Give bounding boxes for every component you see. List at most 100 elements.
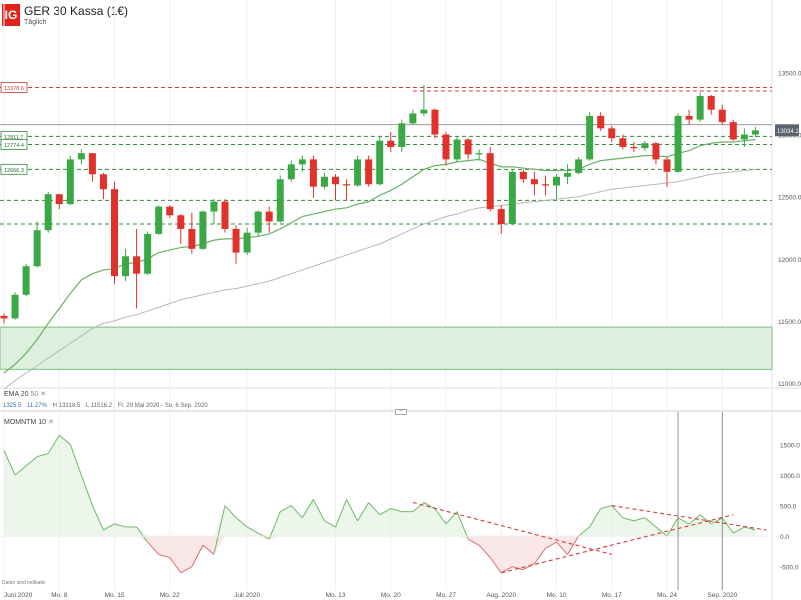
candle-body <box>630 146 638 149</box>
x-axis-label: Aug. 2020 <box>486 592 516 599</box>
candle-body <box>652 143 660 160</box>
momentum-line-segment <box>136 526 149 543</box>
close-momentum-icon[interactable]: ✕ <box>47 419 54 426</box>
candle-body <box>243 232 251 253</box>
momentum-line-segment <box>523 563 535 571</box>
momentum-line-segment <box>467 538 480 546</box>
momentum-line-segment <box>69 444 82 476</box>
candle-body <box>497 209 505 224</box>
x-axis-label: Sep. 2020 <box>707 592 737 599</box>
momentum-line-segment <box>412 502 425 513</box>
stat-low: L 11516.2 <box>85 403 113 409</box>
price-y-tick: 12500.0 <box>778 195 801 202</box>
momentum-line-segment <box>268 511 281 540</box>
momentum-line-segment <box>655 526 668 537</box>
momentum-line-segment <box>644 517 657 528</box>
momentum-line-segment <box>666 517 679 537</box>
momentum-line-segment <box>545 541 557 549</box>
momentum-line-segment <box>235 517 248 528</box>
candle-body <box>354 159 362 186</box>
candle-body <box>11 294 19 319</box>
momentum-period: 10 <box>38 419 47 426</box>
candle-body <box>188 228 196 249</box>
candle-body <box>133 256 141 274</box>
momentum-y-tick: 0.0 <box>780 534 789 541</box>
momentum-line-segment <box>191 545 204 567</box>
level-badge <box>0 139 28 150</box>
x-axis-label: Mo. 27 <box>436 592 456 599</box>
momentum-line-segment <box>169 557 182 574</box>
momentum-line-segment <box>324 520 336 528</box>
momentum-line-segment <box>47 435 60 454</box>
momentum-line-segment <box>346 499 359 522</box>
momentum-line-segment <box>103 523 115 531</box>
candle-body <box>343 184 351 186</box>
momentum-line-segment <box>14 465 27 476</box>
candle-body <box>221 201 229 229</box>
momentum-legend[interactable]: MOMNTM 10 ✕ <box>4 418 54 426</box>
candle-body <box>718 109 726 123</box>
candle-body <box>55 194 63 205</box>
momentum-line-segment <box>699 514 712 525</box>
disclaimer-note: Daten sind indikativ <box>2 580 46 586</box>
momentum-line-segment <box>80 474 93 506</box>
x-axis-label: Mo. 17 <box>602 592 622 599</box>
close-legend-icon[interactable]: ✕ <box>40 391 47 398</box>
momentum-negative-fill <box>4 536 756 573</box>
candle-body <box>442 134 450 160</box>
momentum-y-tick: -500.0 <box>780 565 799 572</box>
ema-period-20: 20 <box>20 391 29 398</box>
candle-body <box>298 159 306 165</box>
candle-body <box>199 211 207 249</box>
momentum-line-segment <box>710 517 723 525</box>
momentum-line-segment <box>578 526 590 537</box>
momentum-line-segment <box>213 505 226 555</box>
candle-body <box>553 176 560 186</box>
candle-body <box>0 315 8 319</box>
level-badge <box>0 82 28 93</box>
momentum-trend-line <box>412 501 612 555</box>
momentum-line-segment <box>589 508 602 528</box>
candle-body <box>641 143 649 149</box>
price-y-tick: 11000.0 <box>778 381 801 388</box>
momentum-line-segment <box>180 566 193 574</box>
candle-body <box>486 153 494 210</box>
instrument-title[interactable]: GER 30 Kassa (1€) <box>24 4 129 18</box>
momentum-line-segment <box>600 505 612 510</box>
momentum-line-segment <box>379 508 391 516</box>
momentum-positive-fill <box>4 435 756 537</box>
candle-body <box>508 171 516 224</box>
level-badge-label: 12774.4 <box>4 143 24 149</box>
candle-body <box>166 206 174 216</box>
momentum-y-tick: 1000.0 <box>780 473 800 480</box>
pane-resize-handle[interactable]: ═ <box>395 409 407 415</box>
candle-body <box>696 96 704 120</box>
price-stats: 1325.5 11.27% H 13318.5 L 11516.2 Fr. 29… <box>3 403 212 409</box>
momentum-line-segment <box>301 499 314 519</box>
momentum-line-segment <box>478 544 491 558</box>
momentum-line-segment <box>158 553 170 558</box>
level-badge-label: 12666.3 <box>4 168 24 174</box>
momentum-line-segment <box>357 502 370 522</box>
momentum-line-segment <box>556 541 568 555</box>
momentum-line-segment <box>202 544 215 555</box>
interval-label[interactable]: Täglich <box>24 19 47 26</box>
momentum-line-segment <box>721 517 734 534</box>
candle-body <box>320 176 328 187</box>
candle-body <box>519 171 527 180</box>
momentum-line-segment <box>280 505 292 513</box>
candle-body <box>365 159 373 185</box>
ema50-line <box>3 168 756 390</box>
candle-body <box>685 115 693 120</box>
candle-body <box>44 194 52 231</box>
x-axis-label: Mo. 8 <box>51 592 68 599</box>
ema-legend[interactable]: EMA 20 50 ✕ <box>4 390 46 398</box>
candle-body <box>398 123 406 147</box>
candle-body <box>541 184 549 186</box>
momentum-line-segment <box>733 526 745 534</box>
stat-high: H 13318.5 <box>52 403 81 409</box>
chart-header: IG GER 30 Kassa (1€) Täglich <box>0 0 300 30</box>
candle-body <box>530 179 538 185</box>
